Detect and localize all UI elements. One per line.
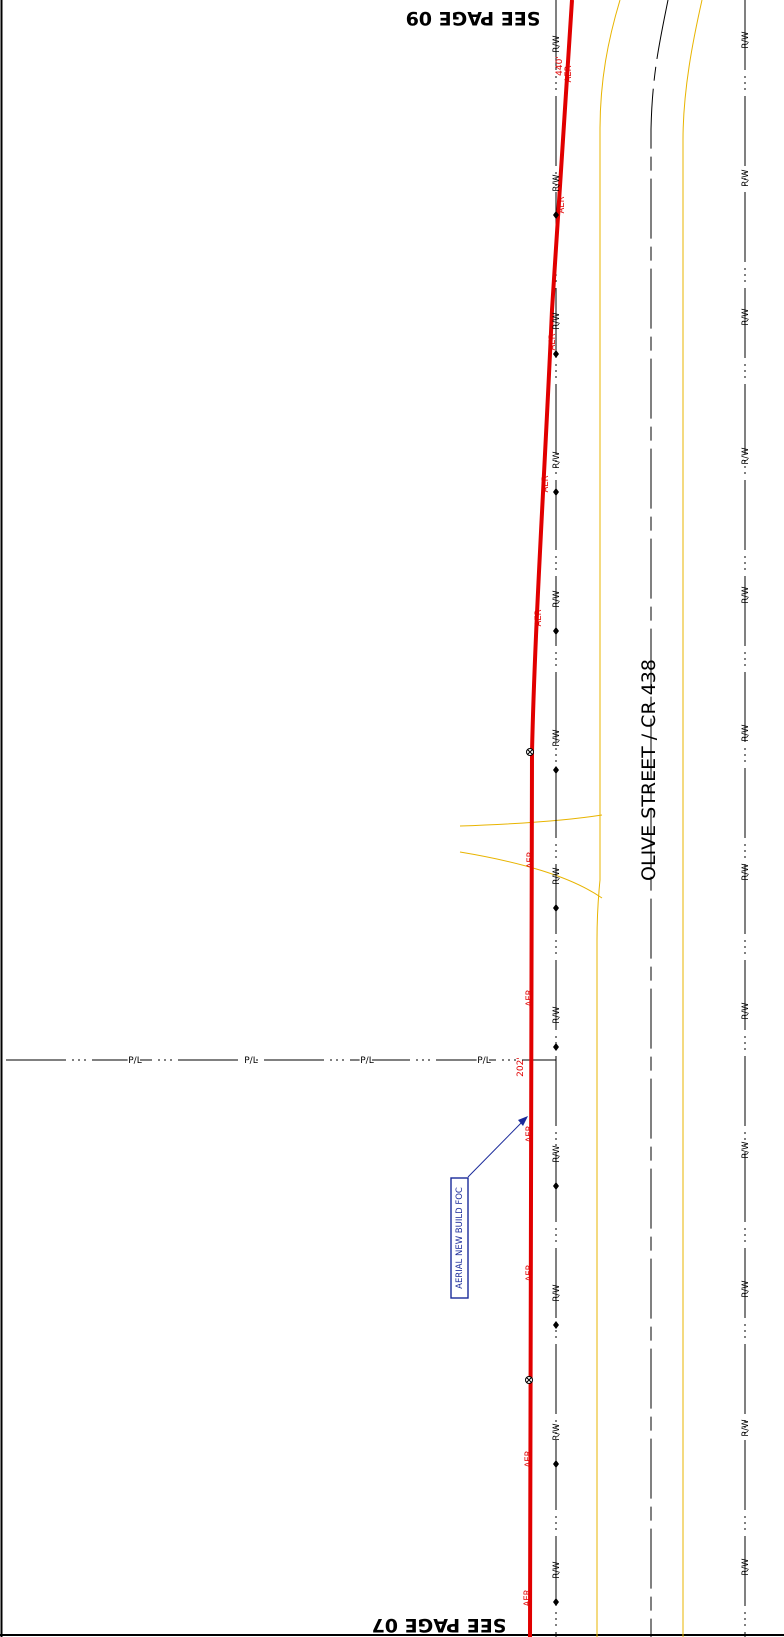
aer-label: AER <box>548 333 558 350</box>
aer-label: AER <box>523 1589 533 1606</box>
rw-marker <box>553 766 559 774</box>
rw-label: R/W <box>741 586 751 604</box>
rw-label: R/W <box>552 312 562 330</box>
aer-label: AER <box>525 989 535 1006</box>
rw-marker <box>553 350 559 358</box>
aer-labels: AER AER AER AER AER AER AER AER AER AER … <box>523 65 574 1606</box>
rw-label: R/W <box>552 590 562 608</box>
rw-label: R/W <box>741 31 751 49</box>
rw-label: R/W <box>552 1145 562 1163</box>
rw-label: R/W <box>741 308 751 326</box>
aer-label: AER <box>541 475 551 492</box>
rw-marker <box>553 211 559 219</box>
road-centerline <box>650 0 669 1637</box>
rw-label: R/W <box>741 724 751 742</box>
aer-label: AER <box>524 1450 534 1467</box>
rw-label: R/W <box>552 1006 562 1024</box>
aer-label: AER <box>564 65 574 82</box>
rw-label: R/W <box>552 1561 562 1579</box>
rw-label: R/W <box>552 35 562 53</box>
rw-label: R/W <box>552 1423 562 1441</box>
rw-label: R/W <box>552 174 562 192</box>
rw-marker <box>553 1321 559 1329</box>
pl-label: P/L <box>128 1056 141 1066</box>
rw-label: R/W <box>741 169 751 187</box>
pl-label: P/L <box>244 1056 257 1066</box>
aer-label: AER <box>557 196 567 213</box>
rw-label: R/W <box>741 1558 751 1576</box>
aer-label: AER <box>526 851 536 868</box>
rw-markers <box>553 211 559 1606</box>
rw-marker <box>553 1460 559 1468</box>
aerial-fiber-route <box>528 0 574 1637</box>
rw-label: R/W <box>741 1141 751 1159</box>
driveway-edge-north <box>459 814 603 827</box>
driveway-edge-south <box>459 851 603 899</box>
rw-label: R/W <box>741 1419 751 1437</box>
rw-label: R/W <box>741 863 751 881</box>
rw-marker <box>553 1598 559 1606</box>
callout-box <box>450 1177 469 1299</box>
pole-icon <box>525 1376 533 1384</box>
callout-leader <box>467 1116 528 1178</box>
rw-label: R/W <box>552 867 562 885</box>
rw-label: R/W <box>741 1280 751 1298</box>
see-page-top: SEE PAGE 09 <box>406 7 541 29</box>
pl-label: P/L <box>477 1056 490 1066</box>
dimension-label-top: 440' <box>555 56 565 76</box>
rw-labels-west: R/W R/W R/W R/W R/W R/W R/W R/W R/W R/W … <box>552 35 562 1579</box>
pl-labels: P/L P/L P/L P/L <box>127 1055 492 1068</box>
pole-icon <box>526 748 534 756</box>
rw-label: R/W <box>552 729 562 747</box>
rw-label: R/W <box>552 1284 562 1302</box>
dimension-label-mid: 202' <box>516 1057 526 1077</box>
edge-of-pavement-west <box>596 0 621 1637</box>
rw-label: R/W <box>741 1002 751 1020</box>
rw-marker <box>553 904 559 912</box>
utility-poles <box>525 748 534 1384</box>
rw-labels-east: R/W R/W R/W R/W R/W R/W R/W R/W R/W R/W … <box>741 31 751 1576</box>
callout-text: AERIAL NEW BUILD FOC <box>455 1187 465 1289</box>
aer-label: AER <box>525 1125 535 1142</box>
rw-marker <box>553 627 559 635</box>
edge-of-pavement-east <box>682 0 703 1637</box>
road-name-label: OLIVE STREET / CR 438 <box>638 659 660 881</box>
aer-label: AER <box>525 1264 535 1281</box>
aer-label: AER <box>534 609 544 626</box>
rw-marker <box>553 488 559 496</box>
rw-marker <box>553 1182 559 1190</box>
edge-of-pavement-lines <box>459 0 703 1637</box>
callout-arrowhead <box>518 1116 528 1126</box>
rw-label: R/W <box>552 451 562 469</box>
see-page-bottom: SEE PAGE 07 <box>372 1614 507 1636</box>
rw-label: R/W <box>741 447 751 465</box>
pl-label: P/L <box>360 1056 373 1066</box>
rw-marker <box>553 1043 559 1051</box>
